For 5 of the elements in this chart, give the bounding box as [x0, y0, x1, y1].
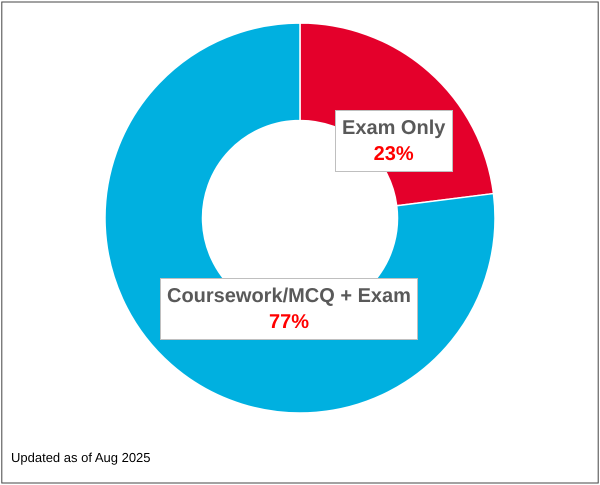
text: Updated as of Aug 2025 — [11, 450, 151, 465]
slice-label: Exam Only — [342, 117, 446, 139]
data-label: 77% — [268, 311, 310, 333]
data-label: 23% — [374, 143, 414, 165]
slice-label: Coursework/MCQ + Exam — [167, 285, 411, 307]
